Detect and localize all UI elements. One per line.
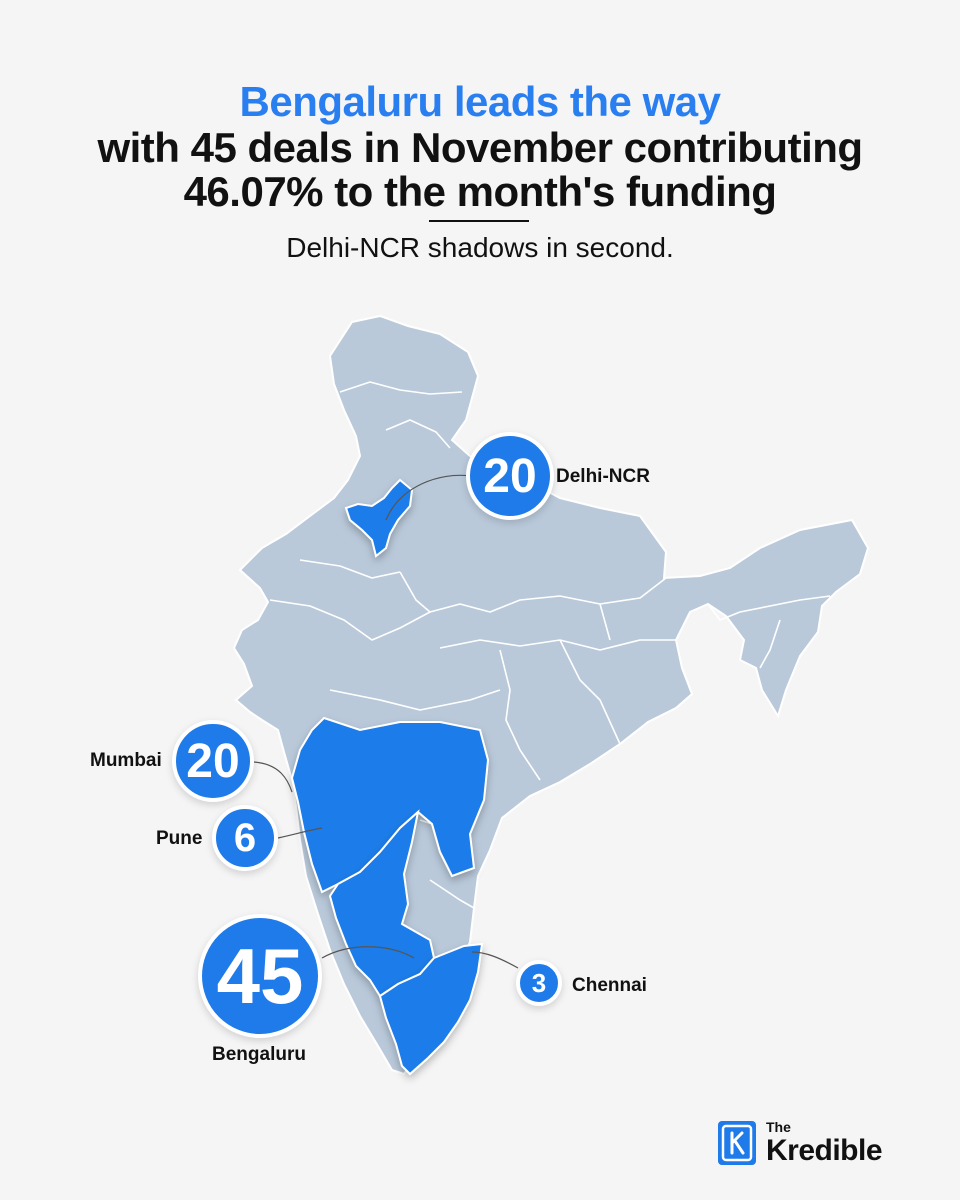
pune-label: Pune <box>156 828 203 849</box>
k-logo-icon <box>718 1121 756 1165</box>
bengaluru-count-badge: 45 <box>198 914 322 1038</box>
brand-prefix: The <box>766 1119 791 1135</box>
brand-name: Kredible <box>766 1134 883 1167</box>
subtitle: Delhi-NCR shadows in second. <box>286 232 674 263</box>
mumbai-label: Mumbai <box>90 750 162 771</box>
connector-lines <box>253 474 519 969</box>
pune-count-badge: 6 <box>212 805 278 871</box>
karnataka-region <box>328 809 436 998</box>
chennai-label: Chennai <box>572 975 647 996</box>
headline-accent: Bengaluru leads the way <box>239 78 721 125</box>
chennai-count-badge: 3 <box>516 960 562 1006</box>
headline-line-2: 46.07% to the month's funding <box>183 168 777 215</box>
tamil-nadu-region <box>378 942 484 1076</box>
delhi-ncr-label: Delhi-NCR <box>556 466 650 487</box>
mumbai-count-badge: 20 <box>172 720 254 802</box>
bengaluru-label: Bengaluru <box>212 1044 306 1065</box>
delhi-ncr-count-badge: 20 <box>466 432 554 520</box>
delhi-ncr-region <box>344 478 414 558</box>
india-mainland <box>232 314 870 1076</box>
brand-logo: The Kredible <box>718 1119 883 1167</box>
headline-line-1: with 45 deals in November contributing <box>97 124 863 171</box>
divider <box>429 220 529 222</box>
